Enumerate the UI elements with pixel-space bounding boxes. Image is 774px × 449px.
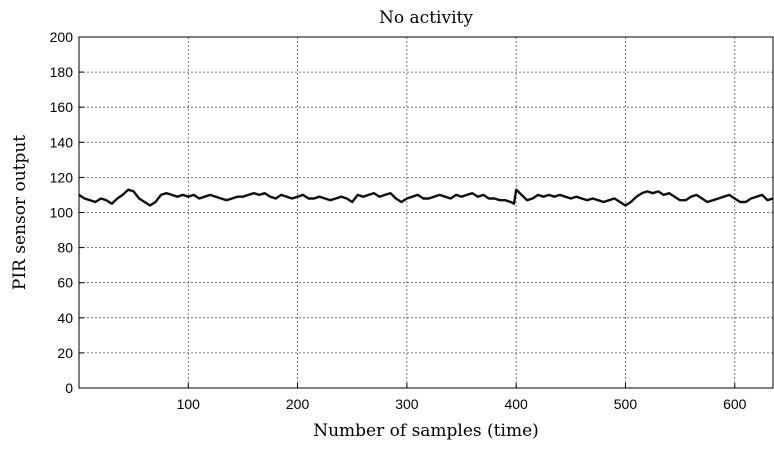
series-line: [78, 188, 774, 207]
y-tick-label: 20: [57, 345, 73, 361]
x-tick-labels: 100 200 300 400 500 600: [177, 383, 747, 412]
x-tick-label: 400: [504, 396, 528, 412]
grid-lines: [79, 37, 773, 388]
y-tick-label: 60: [57, 275, 73, 291]
x-tick-label: 500: [614, 396, 638, 412]
chart-title: No activity: [379, 8, 473, 28]
y-tick-labels: 0 20 40 60 80 100 120 140 160 180 200: [50, 29, 84, 396]
x-tick-label: 200: [286, 396, 310, 412]
y-tick-label: 140: [50, 134, 74, 150]
y-tick-label: 80: [57, 240, 73, 256]
y-tick-label: 0: [65, 380, 73, 396]
x-tick-label: 600: [723, 396, 747, 412]
y-tick-label: 120: [50, 169, 74, 185]
y-tick-label: 160: [50, 99, 74, 115]
series-layer: [78, 188, 774, 207]
x-tick-label: 100: [177, 396, 201, 412]
x-axis-label: Number of samples (time): [313, 421, 539, 441]
x-tick-label: 300: [395, 396, 419, 412]
y-tick-label: 40: [57, 310, 73, 326]
y-tick-label: 200: [50, 29, 74, 45]
y-tick-label: 100: [50, 205, 74, 221]
y-axis-label: PIR sensor output: [10, 135, 30, 290]
y-tick-label: 180: [50, 64, 74, 80]
